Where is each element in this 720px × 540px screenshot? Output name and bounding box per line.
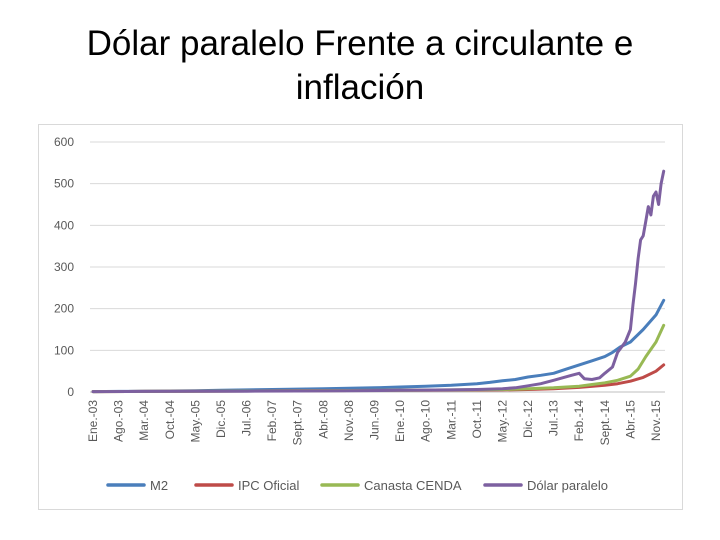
- legend-label: Dólar paralelo: [527, 478, 608, 493]
- legend-label: IPC Oficial: [238, 478, 300, 493]
- x-tick-label: May.-05: [188, 400, 202, 443]
- x-tick-label: Nov.-08: [342, 400, 356, 441]
- x-tick-label: Dic.-12: [521, 400, 535, 438]
- chart-gridlines: [90, 141, 665, 393]
- series-line: [91, 323, 666, 394]
- y-tick-label: 600: [54, 135, 74, 149]
- series-line: [91, 169, 666, 394]
- x-tick-label: Jul.-06: [240, 400, 254, 436]
- y-tick-label: 100: [54, 343, 74, 357]
- legend-label: Canasta CENDA: [364, 478, 462, 493]
- x-tick-label: Mar.-11: [444, 400, 458, 440]
- legend-label: M2: [150, 478, 168, 493]
- x-tick-label: Sept.-07: [291, 400, 305, 446]
- x-tick-label: Oct.-04: [163, 400, 177, 440]
- y-tick-label: 500: [54, 177, 74, 191]
- x-tick-label: Ene.-10: [393, 400, 407, 442]
- x-tick-label: Abr.-15: [623, 400, 637, 439]
- y-tick-label: 0: [67, 385, 74, 399]
- chart-legend: M2 IPC Oficial Canasta CENDA Dólar paralelo: [106, 478, 608, 493]
- x-tick-label: Ago.-03: [112, 400, 126, 442]
- y-tick-label: 300: [54, 260, 74, 274]
- chart-series: [91, 169, 666, 394]
- chart-frame: [38, 124, 683, 510]
- y-tick-label: 400: [54, 218, 74, 232]
- x-tick-label: May.-12: [495, 400, 509, 443]
- x-tick-label: Feb.-14: [572, 400, 586, 442]
- x-tick-label: Dic.-05: [214, 400, 228, 438]
- x-tick-label: Jul.-13: [547, 400, 561, 436]
- x-tick-label: Jun.-09: [368, 400, 382, 440]
- x-tick-label: Nov.-15: [649, 400, 663, 441]
- y-tick-label: 200: [54, 302, 74, 316]
- x-tick-label: Mar.-04: [137, 400, 151, 441]
- slide-title: Dólar paralelo Frente a circulante e inf…: [86, 24, 634, 107]
- x-axis-ticks: Ene.-03 Ago.-03 Mar.-04 Oct.-04 May.-05 Dic.-…: [86, 400, 663, 446]
- x-tick-label: Abr.-08: [316, 400, 330, 439]
- series-line: [91, 298, 666, 394]
- x-tick-label: Sept.-14: [598, 400, 612, 446]
- x-tick-label: Feb.-07: [265, 400, 279, 442]
- x-tick-label: Ene.-03: [86, 400, 100, 442]
- x-tick-label: Oct.-11: [470, 400, 484, 439]
- y-axis-ticks: 0 100 200 300 400 500 600: [54, 135, 74, 399]
- x-tick-label: Ago.-10: [419, 400, 433, 442]
